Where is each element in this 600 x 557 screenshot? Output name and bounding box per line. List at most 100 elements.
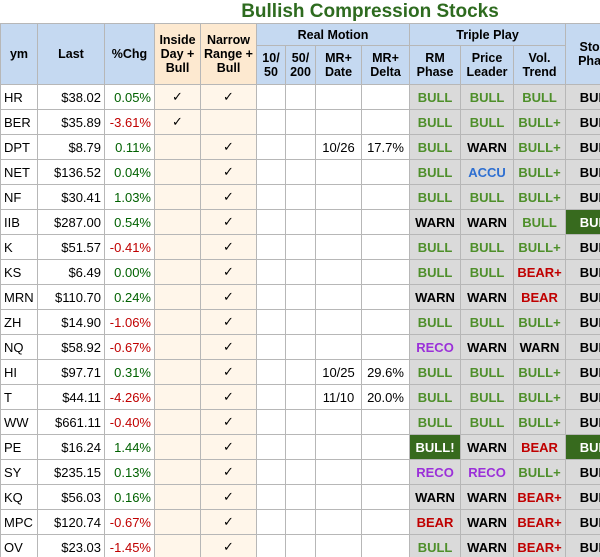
phase-cell: ACCU xyxy=(460,159,515,185)
phase-cell: BULL+ xyxy=(513,459,567,485)
cell xyxy=(256,434,286,460)
cell xyxy=(256,509,286,535)
cell xyxy=(360,434,411,460)
cell xyxy=(315,209,362,235)
phase-cell: BUL xyxy=(565,159,600,185)
phase-cell: BULL xyxy=(513,84,567,110)
phase-cell: RECO xyxy=(409,334,462,360)
cell: -3.61% xyxy=(104,109,155,135)
phase-cell: BUL xyxy=(565,84,600,110)
cell xyxy=(360,484,411,510)
header-cell: 50/ 200 xyxy=(285,45,316,85)
cell xyxy=(360,109,411,135)
phase-cell: BULL+ xyxy=(513,309,567,335)
cell: -1.06% xyxy=(104,309,155,335)
phase-cell: BULL xyxy=(409,534,462,557)
cell xyxy=(256,109,286,135)
cell: 11/10 xyxy=(315,384,362,410)
cell xyxy=(315,534,362,557)
header-cell: 10/ 50 xyxy=(256,45,286,85)
cell xyxy=(285,309,316,335)
cell: $120.74 xyxy=(37,509,105,535)
cell: NET xyxy=(0,159,38,185)
phase-cell: BULL+ xyxy=(513,234,567,260)
cell: ✓ xyxy=(200,409,257,435)
cell xyxy=(315,484,362,510)
cell xyxy=(285,284,316,310)
cell: 10/25 xyxy=(315,359,362,385)
cell: -0.67% xyxy=(104,334,155,360)
cell xyxy=(360,459,411,485)
header-cell: RM Phase xyxy=(409,45,462,85)
cell: 29.6% xyxy=(360,359,411,385)
cell: $23.03 xyxy=(37,534,105,557)
cell: ✓ xyxy=(200,534,257,557)
cell xyxy=(256,134,286,160)
header-cell: MR+ Delta xyxy=(360,45,411,85)
phase-cell: BEAR xyxy=(513,284,567,310)
cell: ✓ xyxy=(200,484,257,510)
cell: $6.49 xyxy=(37,259,105,285)
phase-cell: BULL xyxy=(409,359,462,385)
cell xyxy=(154,234,201,260)
phase-cell: BUL xyxy=(565,534,600,557)
cell: ✓ xyxy=(200,134,257,160)
cell xyxy=(154,159,201,185)
phase-cell: BULL xyxy=(409,409,462,435)
cell xyxy=(285,259,316,285)
phase-cell: BUL xyxy=(565,134,600,160)
cell xyxy=(256,309,286,335)
cell xyxy=(256,259,286,285)
cell xyxy=(154,484,201,510)
phase-cell: BULL xyxy=(460,409,515,435)
cell: $16.24 xyxy=(37,434,105,460)
cell: BER xyxy=(0,109,38,135)
phase-cell: BULL xyxy=(460,234,515,260)
phase-cell: BULL+ xyxy=(513,359,567,385)
cell: T xyxy=(0,384,38,410)
cell xyxy=(360,309,411,335)
cell xyxy=(360,159,411,185)
cell: ✓ xyxy=(200,184,257,210)
cell xyxy=(315,309,362,335)
cell xyxy=(285,209,316,235)
cell xyxy=(360,209,411,235)
cell xyxy=(154,534,201,557)
phase-cell: BULL xyxy=(409,159,462,185)
phase-cell: BULL xyxy=(460,384,515,410)
cell: 0.00% xyxy=(104,259,155,285)
cell xyxy=(154,409,201,435)
cell: ✓ xyxy=(154,109,201,135)
cell: $8.79 xyxy=(37,134,105,160)
header-cell: ym xyxy=(0,23,38,85)
phase-cell: BUL xyxy=(565,409,600,435)
phase-cell: BULL+ xyxy=(513,184,567,210)
cell: 0.31% xyxy=(104,359,155,385)
data-row: PE$16.241.44% ✓ BULL!WARNBEARBUL xyxy=(0,434,600,460)
cell xyxy=(285,109,316,135)
phase-cell: BULL xyxy=(460,84,515,110)
phase-cell: BUL xyxy=(565,434,600,460)
phase-cell: WARN xyxy=(409,284,462,310)
cell xyxy=(256,159,286,185)
phase-cell: BEAR+ xyxy=(513,259,567,285)
cell xyxy=(360,284,411,310)
phase-cell: BULL xyxy=(409,234,462,260)
cell xyxy=(360,334,411,360)
cell xyxy=(256,84,286,110)
cell xyxy=(256,484,286,510)
cell xyxy=(360,234,411,260)
cell xyxy=(315,459,362,485)
phase-cell: BULL+ xyxy=(513,159,567,185)
cell: PE xyxy=(0,434,38,460)
cell xyxy=(285,159,316,185)
cell: 1.44% xyxy=(104,434,155,460)
phase-cell: BEAR+ xyxy=(513,484,567,510)
